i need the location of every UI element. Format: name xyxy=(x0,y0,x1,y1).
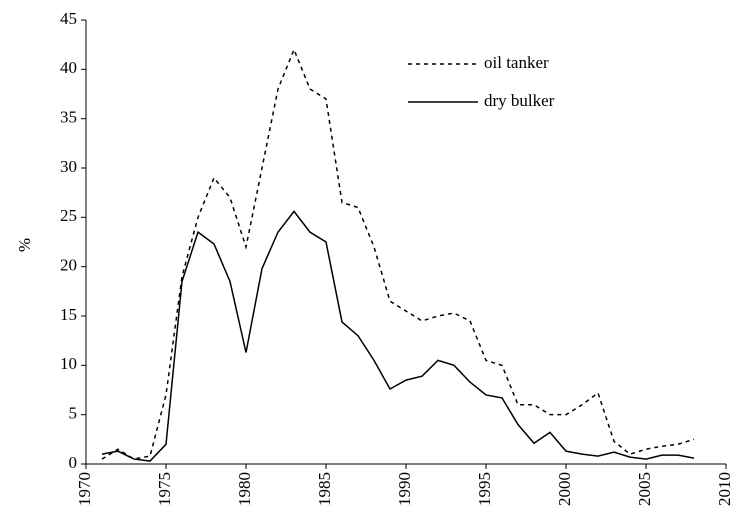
x-tick-label: 1970 xyxy=(75,472,94,506)
y-tick-label: 20 xyxy=(60,256,77,275)
y-tick-label: 15 xyxy=(60,305,77,324)
y-tick-label: 40 xyxy=(60,58,77,77)
y-tick-label: 35 xyxy=(60,108,77,127)
x-tick-label: 2010 xyxy=(715,472,734,506)
x-tick-label: 2005 xyxy=(635,472,654,506)
y-tick-label: 45 xyxy=(60,9,77,28)
x-tick-label: 1995 xyxy=(475,472,494,506)
y-tick-label: 0 xyxy=(69,453,78,472)
x-tick-label: 1985 xyxy=(315,472,334,506)
y-tick-label: 25 xyxy=(60,206,77,225)
x-tick-label: 1975 xyxy=(155,472,174,506)
y-tick-label: 5 xyxy=(69,404,78,423)
legend-label: oil tanker xyxy=(484,53,549,72)
series-line xyxy=(101,210,695,462)
y-axis-label: % xyxy=(15,238,34,252)
series-line xyxy=(101,47,695,460)
x-tick-label: 1990 xyxy=(395,472,414,506)
x-tick-label: 2000 xyxy=(555,472,574,506)
x-tick-label: 1980 xyxy=(235,472,254,506)
legend-label: dry bulker xyxy=(484,91,555,110)
y-tick-label: 10 xyxy=(60,354,77,373)
y-tick-label: 30 xyxy=(60,157,77,176)
